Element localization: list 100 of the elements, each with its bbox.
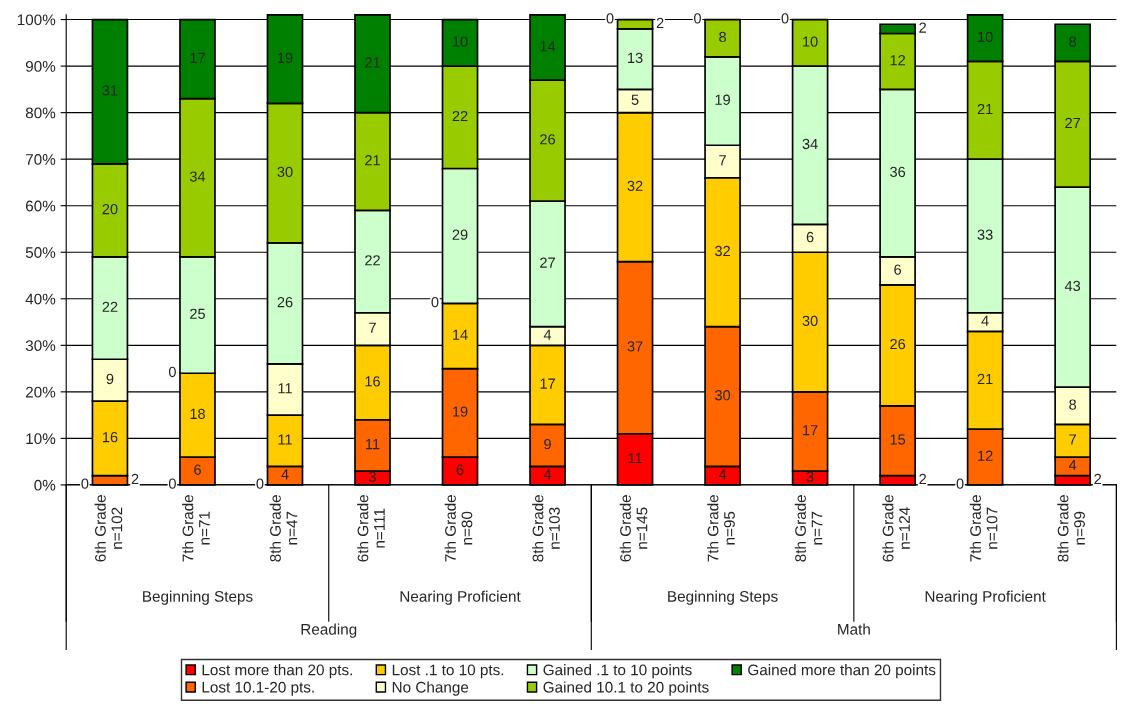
data-label: 30 xyxy=(802,315,818,326)
data-label: 18 xyxy=(190,408,205,420)
legend-label: Lost 10.1-20 pts. xyxy=(202,681,314,696)
data-label: 4 xyxy=(981,315,989,326)
data-label: 32 xyxy=(715,245,730,257)
data-label: 21 xyxy=(977,103,993,115)
legend-label: Gained 10.1 to 20 points xyxy=(543,681,709,696)
text: Beginning Steps xyxy=(668,590,778,605)
data-label: 25 xyxy=(190,308,205,319)
text: Beginning Steps xyxy=(143,590,253,605)
data-label: 10 xyxy=(803,36,818,47)
annotation: 0 xyxy=(694,13,701,24)
data-label: 26 xyxy=(277,297,293,308)
x-tick-label: 8th Grade n=103 xyxy=(532,495,560,562)
data-label: 37 xyxy=(627,341,643,352)
data-label: 16 xyxy=(365,376,380,387)
data-label: 13 xyxy=(628,52,643,64)
data-label: 6 xyxy=(456,464,464,475)
legend-label: Lost more than 20 pts. xyxy=(202,664,352,679)
data-label: 33 xyxy=(977,229,993,240)
x-tick-label: 6th Grade n=145 xyxy=(619,495,648,562)
x-tick-label: 8th Grade n=47 xyxy=(269,495,298,562)
data-label: 27 xyxy=(1065,117,1081,129)
data-label: 11 xyxy=(366,439,380,450)
data-label: 12 xyxy=(890,55,905,66)
data-label: 22 xyxy=(365,255,380,266)
data-label: 6 xyxy=(806,231,814,243)
data-label: 8 xyxy=(719,31,726,43)
x-tick-label: 8th Grade n=77 xyxy=(794,495,823,562)
y-tick-label: 60% xyxy=(25,200,56,212)
data-label: 11 xyxy=(278,383,292,394)
x-tick-label: 7th Grade n=80 xyxy=(444,495,473,562)
data-label: 7 xyxy=(719,155,726,166)
data-label: 19 xyxy=(277,52,293,64)
data-label: 10 xyxy=(978,31,993,43)
data-label: 2 xyxy=(656,17,664,28)
data-label: 21 xyxy=(365,155,380,166)
data-label: 26 xyxy=(540,134,556,145)
y-tick-label: 70% xyxy=(25,154,56,165)
x-tick-label: 7th Grade n=107 xyxy=(969,495,998,562)
y-tick-label: 80% xyxy=(25,107,56,119)
data-label: 16 xyxy=(102,431,118,443)
data-label: 19 xyxy=(715,94,730,105)
y-tick-label: 0% xyxy=(34,479,56,491)
data-label: 5 xyxy=(631,94,639,105)
annotation: 0 xyxy=(431,297,439,308)
legend-label: Lost .1 to 10 pts. xyxy=(392,664,504,679)
text: Nearing Proficient xyxy=(925,590,1046,605)
data-label: 10 xyxy=(453,36,468,47)
x-tick-label: 7th Grade n=71 xyxy=(182,495,210,562)
data-label: 8 xyxy=(1069,36,1077,47)
data-label: 2 xyxy=(1094,473,1102,485)
x-tick-label: 6th Grade n=124 xyxy=(882,495,910,562)
data-label: 31 xyxy=(102,85,118,96)
text: Math xyxy=(838,623,870,635)
data-label: 43 xyxy=(1064,280,1081,292)
y-tick-label: 90% xyxy=(25,60,56,72)
data-label: 12 xyxy=(978,450,993,461)
legend-label: No Change xyxy=(392,681,469,696)
data-label: 17 xyxy=(190,52,205,63)
data-label: 22 xyxy=(102,301,118,312)
y-tick-label: 30% xyxy=(25,340,56,352)
data-label: 32 xyxy=(627,180,643,192)
x-tick-label: 6th Grade n=111 xyxy=(357,495,385,562)
data-label: 4 xyxy=(718,469,727,480)
annotation: 0 xyxy=(956,478,964,489)
data-label: 30 xyxy=(715,390,731,401)
data-label: 34 xyxy=(802,138,818,150)
x-tick-label: 7th Grade n=95 xyxy=(707,495,735,562)
y-tick-label: 50% xyxy=(25,247,56,258)
data-label: 4 xyxy=(281,469,289,480)
data-label: 3 xyxy=(806,471,814,482)
y-tick-label: 100% xyxy=(17,14,56,26)
data-label: 7 xyxy=(1069,434,1076,445)
data-label: 3 xyxy=(369,471,376,482)
annotation: 0 xyxy=(168,478,176,489)
data-label: 26 xyxy=(890,338,906,350)
y-tick-label: 20% xyxy=(25,386,56,398)
data-label: 27 xyxy=(540,257,555,268)
annotation: 0 xyxy=(606,13,614,24)
data-label: 17 xyxy=(803,425,818,436)
data-label: 2 xyxy=(131,473,139,485)
x-tick-label: 8th Grade n=99 xyxy=(1057,495,1085,562)
data-label: 29 xyxy=(452,229,468,240)
annotation: 0 xyxy=(168,366,176,378)
data-label: 6 xyxy=(894,264,902,275)
legend-label: Gained .1 to 10 points xyxy=(543,664,692,679)
data-label: 30 xyxy=(277,166,293,178)
x-tick-label: 6th Grade n=102 xyxy=(94,495,123,562)
data-label: 36 xyxy=(890,166,906,178)
data-label: 17 xyxy=(540,378,555,389)
data-label: 20 xyxy=(102,203,118,215)
annotation: 0 xyxy=(256,478,264,489)
data-label: 8 xyxy=(1069,399,1077,410)
text: Nearing Proficient xyxy=(400,590,521,605)
data-label: 21 xyxy=(365,57,380,68)
data-label: 4 xyxy=(543,469,552,480)
data-label: 9 xyxy=(544,438,551,450)
legend-label: Gained more than 20 points xyxy=(748,664,936,679)
y-tick-label: 40% xyxy=(25,293,56,305)
